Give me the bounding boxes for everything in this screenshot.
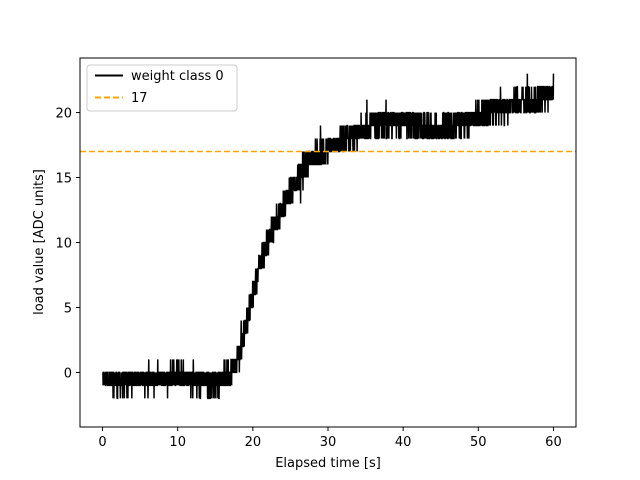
x-tick-label: 10: [169, 435, 186, 450]
x-tick-label: 0: [98, 435, 106, 450]
plot-area: [80, 73, 576, 400]
x-axis-label: Elapsed time [s]: [275, 456, 381, 471]
y-tick-label: 10: [55, 237, 72, 252]
y-tick-label: 0: [64, 366, 72, 381]
legend-label-17: 17: [131, 91, 148, 106]
x-tick-label: 20: [245, 435, 262, 450]
y-tick-label: 5: [64, 301, 72, 316]
y-tick-label: 20: [55, 107, 72, 122]
x-axis: 0 10 20 30 40 50 60: [98, 427, 562, 450]
x-tick-label: 50: [470, 435, 487, 450]
y-axis: 0 5 10 15 20: [55, 107, 80, 381]
legend: weight class 0 17: [86, 64, 238, 112]
x-tick-label: 40: [395, 435, 412, 450]
legend-label-weight-class-0: weight class 0: [131, 69, 224, 84]
y-tick-label: 15: [55, 172, 72, 187]
legend-frame: [86, 64, 238, 112]
axes-frame: [79, 57, 577, 428]
x-tick-label: 60: [545, 435, 562, 450]
x-tick-label: 30: [320, 435, 337, 450]
y-axis-label: load value [ADC units]: [32, 169, 47, 315]
